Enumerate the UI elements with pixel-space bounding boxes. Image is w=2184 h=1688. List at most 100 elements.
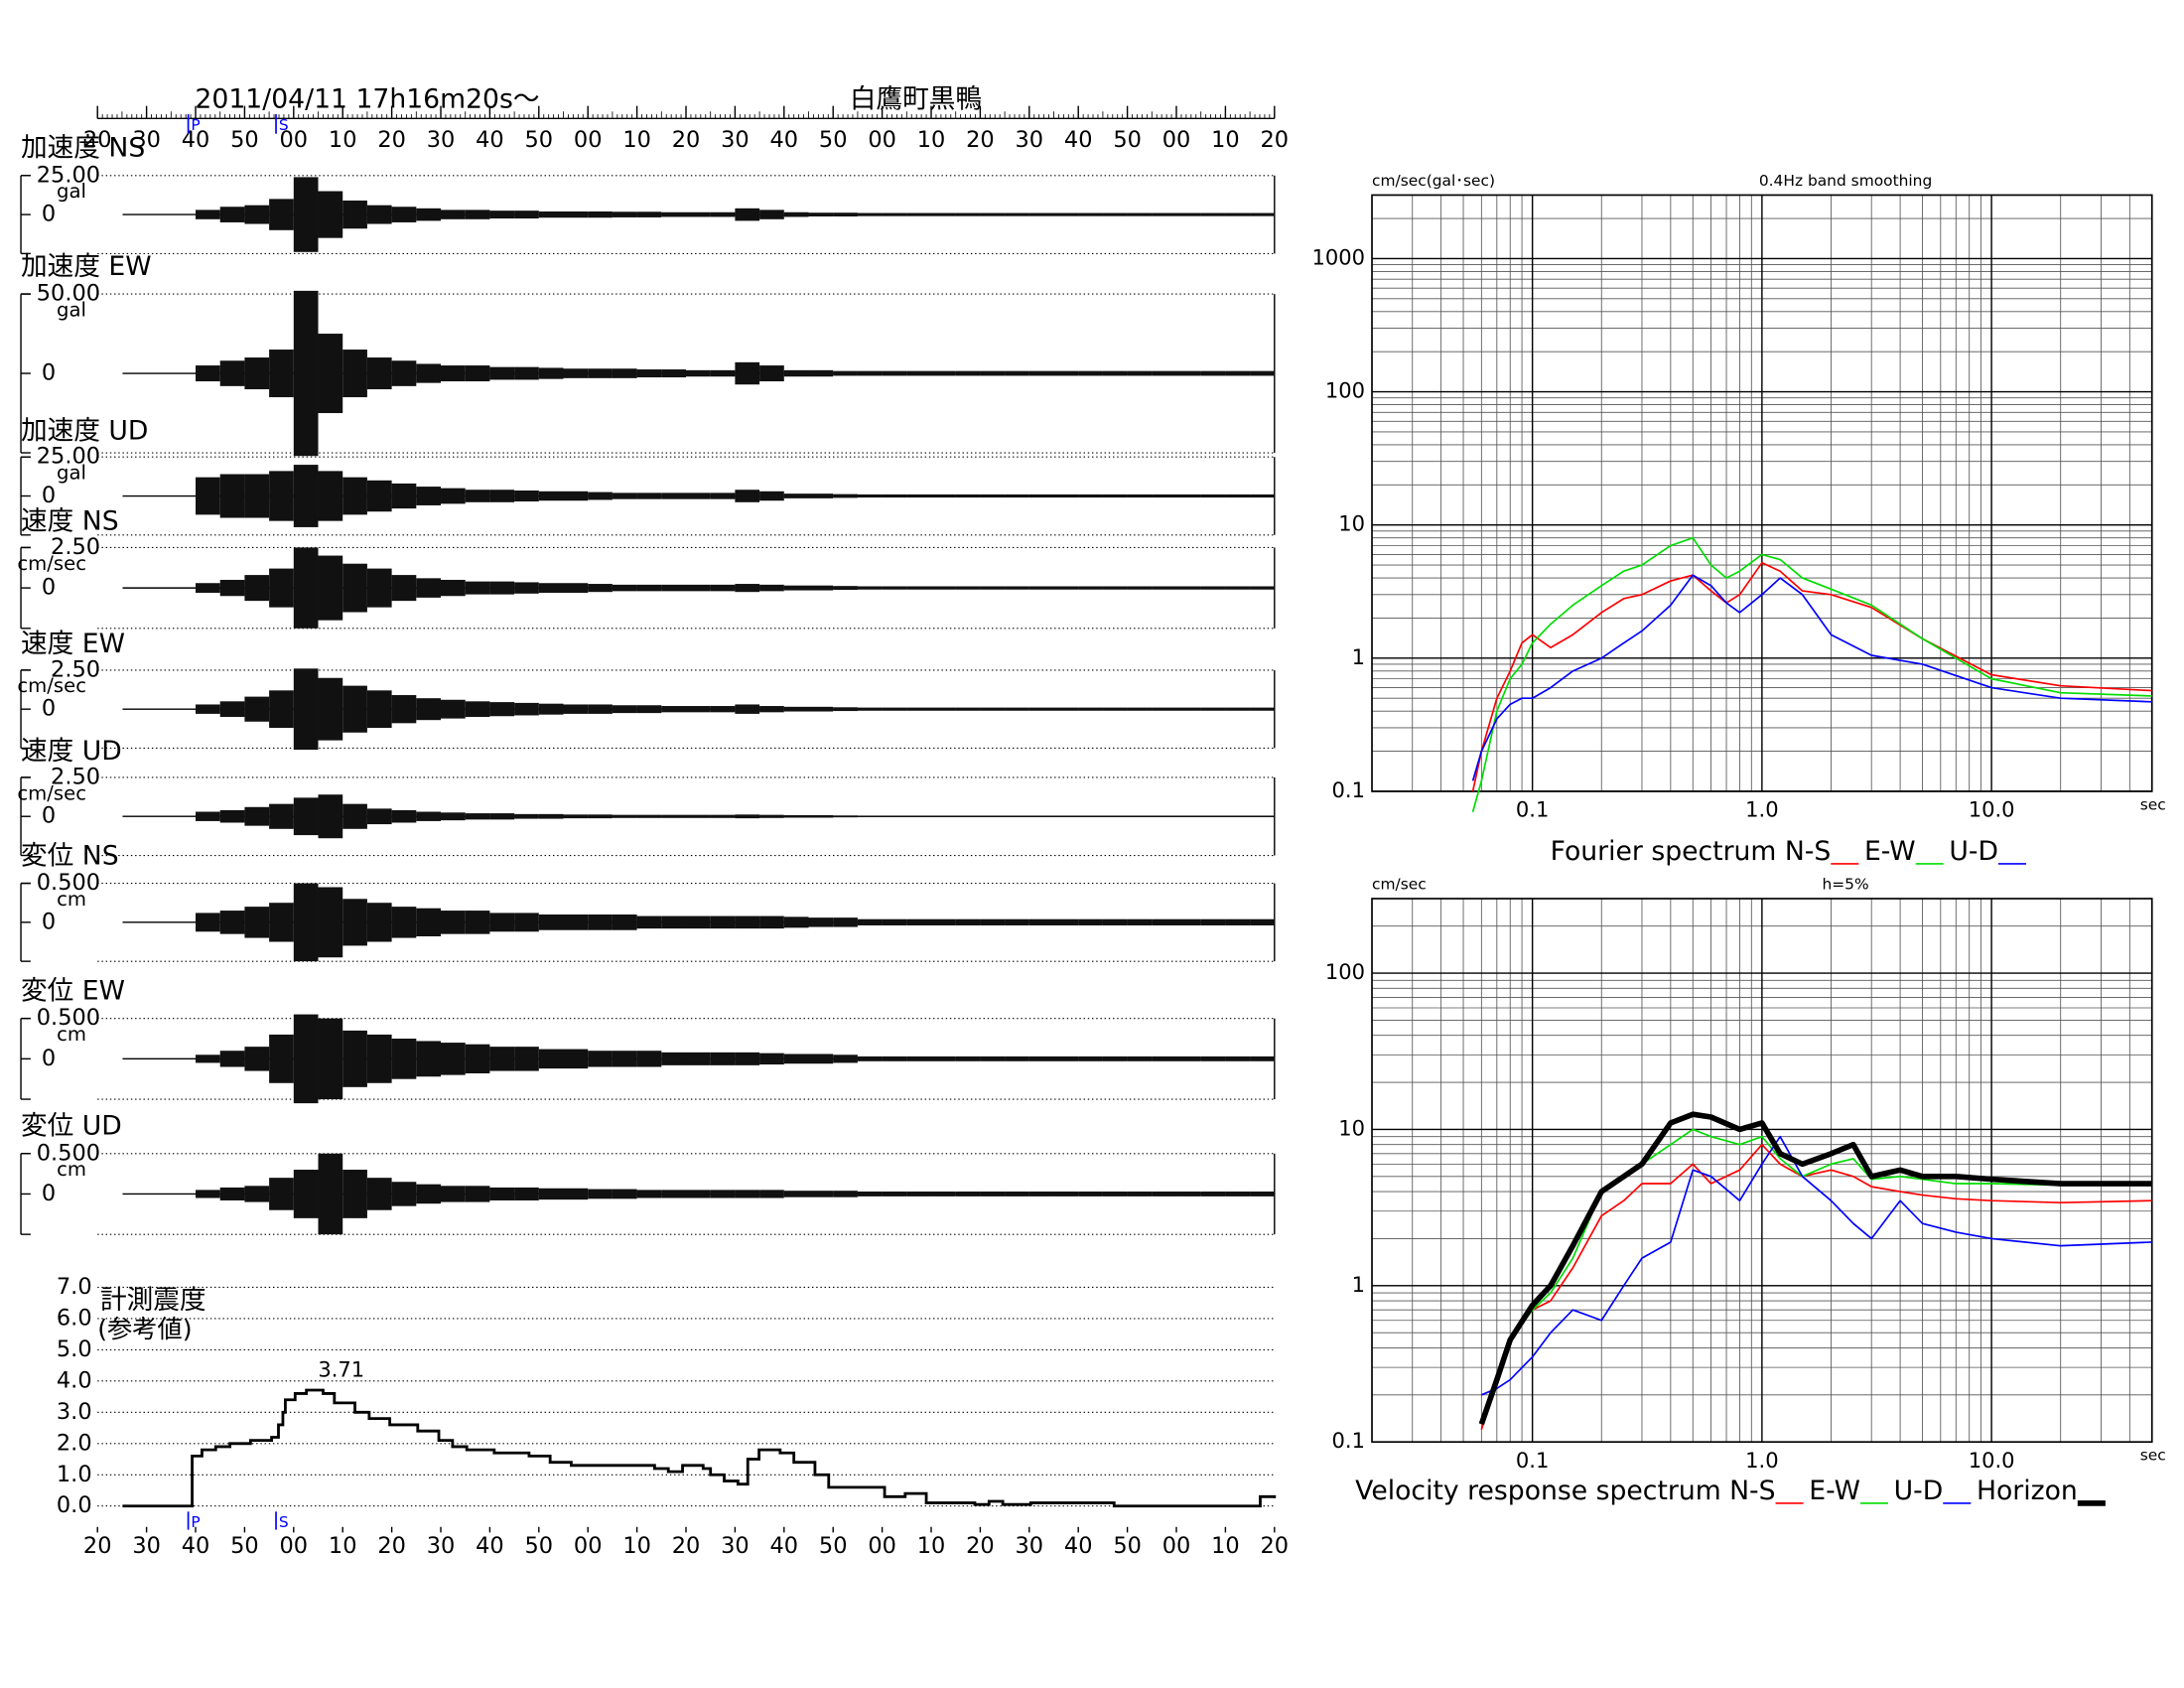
trace-envelope [710, 584, 736, 592]
trace-unit: gal [57, 462, 86, 485]
trace-envelope [710, 915, 736, 929]
trace-envelope [342, 803, 367, 829]
trace-envelope [1005, 586, 1029, 590]
trace-envelope [661, 584, 687, 592]
trace-envelope [636, 915, 662, 929]
trace-envelope [489, 813, 515, 820]
trace-envelope [661, 706, 687, 713]
trace-unit: gal [57, 180, 86, 203]
trace-name: 加速度 EW [21, 251, 152, 282]
legend-title: Velocity response spectrum [1355, 1476, 1721, 1506]
trace-envelope [391, 907, 417, 938]
x-tick-label: 10 [329, 1533, 357, 1559]
trace-envelope [219, 809, 245, 823]
trace-envelope [833, 586, 858, 591]
trace-envelope [1176, 370, 1201, 376]
trace-envelope [196, 1190, 220, 1198]
trace-envelope [1102, 1055, 1128, 1061]
trace-envelope [196, 583, 220, 593]
x-tick-label: 00 [868, 1533, 896, 1559]
y-tick-label: 50.00 [37, 281, 100, 307]
trace-envelope [416, 1184, 442, 1204]
trace-envelope [808, 917, 834, 927]
trace-envelope [833, 1055, 858, 1063]
y-tick-label: 0.0 [57, 1492, 92, 1518]
trace-envelope [1176, 493, 1201, 498]
trace-envelope [1225, 815, 1251, 818]
x-tick-label: 40 [770, 1533, 799, 1559]
trace-envelope [931, 918, 956, 925]
x-tick-label: 30 [721, 1533, 750, 1559]
trace-envelope [318, 677, 343, 741]
trace-envelope [514, 211, 539, 219]
x-tick-label: 10.0 [1969, 797, 2015, 822]
trace-envelope [342, 563, 367, 613]
trace-envelope [293, 883, 319, 962]
trace-envelope [514, 702, 539, 716]
trace-envelope [1225, 212, 1251, 216]
trace-envelope [759, 814, 784, 818]
x-tick-label: 10.0 [1969, 1448, 2015, 1473]
trace-envelope [882, 212, 907, 216]
trace-envelope [1152, 1055, 1177, 1061]
trace-envelope [1127, 370, 1153, 376]
station-name: 白鷹町黒鴨 [850, 84, 982, 115]
trace-envelope [783, 211, 809, 217]
trace-envelope [1005, 1055, 1029, 1061]
x-tick-label: 20 [377, 127, 406, 153]
trace-envelope [857, 1192, 883, 1196]
trace-envelope [833, 370, 858, 376]
trace-envelope [563, 368, 589, 378]
y-tick-label: 25.00 [37, 444, 100, 470]
trace-envelope [196, 811, 220, 821]
trace-envelope [1005, 1192, 1029, 1196]
trace-envelope [1005, 493, 1029, 498]
x-tick-label: 20 [966, 1533, 995, 1559]
trace-envelope [219, 579, 245, 597]
trace-envelope [514, 1047, 539, 1071]
trace-envelope [538, 703, 564, 715]
x-tick-label: 1.0 [1745, 797, 1778, 822]
trace-envelope [588, 368, 613, 378]
phase-label: P [191, 1513, 200, 1531]
y-tick-label: 0.1 [1332, 1428, 1365, 1453]
trace-envelope [735, 915, 760, 929]
plot-frame [1371, 898, 2153, 1444]
trace-envelope [1005, 370, 1029, 376]
trace-unit: cm/sec [17, 674, 86, 697]
peak-label: 3.71 [318, 1356, 364, 1381]
trace-envelope [735, 1052, 760, 1065]
trace-envelope [441, 812, 466, 821]
trace-envelope [1250, 815, 1275, 818]
trace-envelope [1028, 815, 1054, 818]
legend-label: Horizon [1977, 1476, 2078, 1506]
y-tick-label: 3.0 [57, 1399, 92, 1425]
trace-envelope [833, 212, 858, 216]
trace-envelope [612, 1051, 637, 1067]
x-tick-label: 50 [230, 127, 259, 153]
y-tick-label: 0 [42, 803, 56, 829]
trace-name: 変位 NS [21, 840, 119, 871]
trace-envelope [366, 568, 392, 608]
trace-envelope [808, 493, 834, 498]
x-tick-label: 40 [476, 127, 504, 153]
trace-envelope [391, 360, 417, 386]
trace-envelope [1053, 212, 1079, 216]
trace-envelope [391, 575, 417, 602]
trace-envelope [1250, 707, 1275, 711]
trace-envelope [366, 808, 392, 825]
y-tick-label: 10 [1338, 511, 1365, 536]
trace-envelope [857, 1055, 883, 1061]
trace-envelope [391, 809, 417, 823]
x-tick-label: 20 [672, 1533, 701, 1559]
trace-envelope [1250, 586, 1275, 590]
trace-envelope [465, 813, 490, 820]
trace-envelope [244, 205, 270, 224]
y-axis-label: (参考値) [97, 1315, 192, 1343]
trace-envelope [833, 917, 858, 927]
x-tick-label: 20 [966, 127, 995, 153]
trace-envelope [269, 199, 294, 230]
trace-envelope [1127, 586, 1153, 590]
trace-envelope [416, 698, 442, 721]
x-tick-label: 10 [622, 127, 651, 153]
